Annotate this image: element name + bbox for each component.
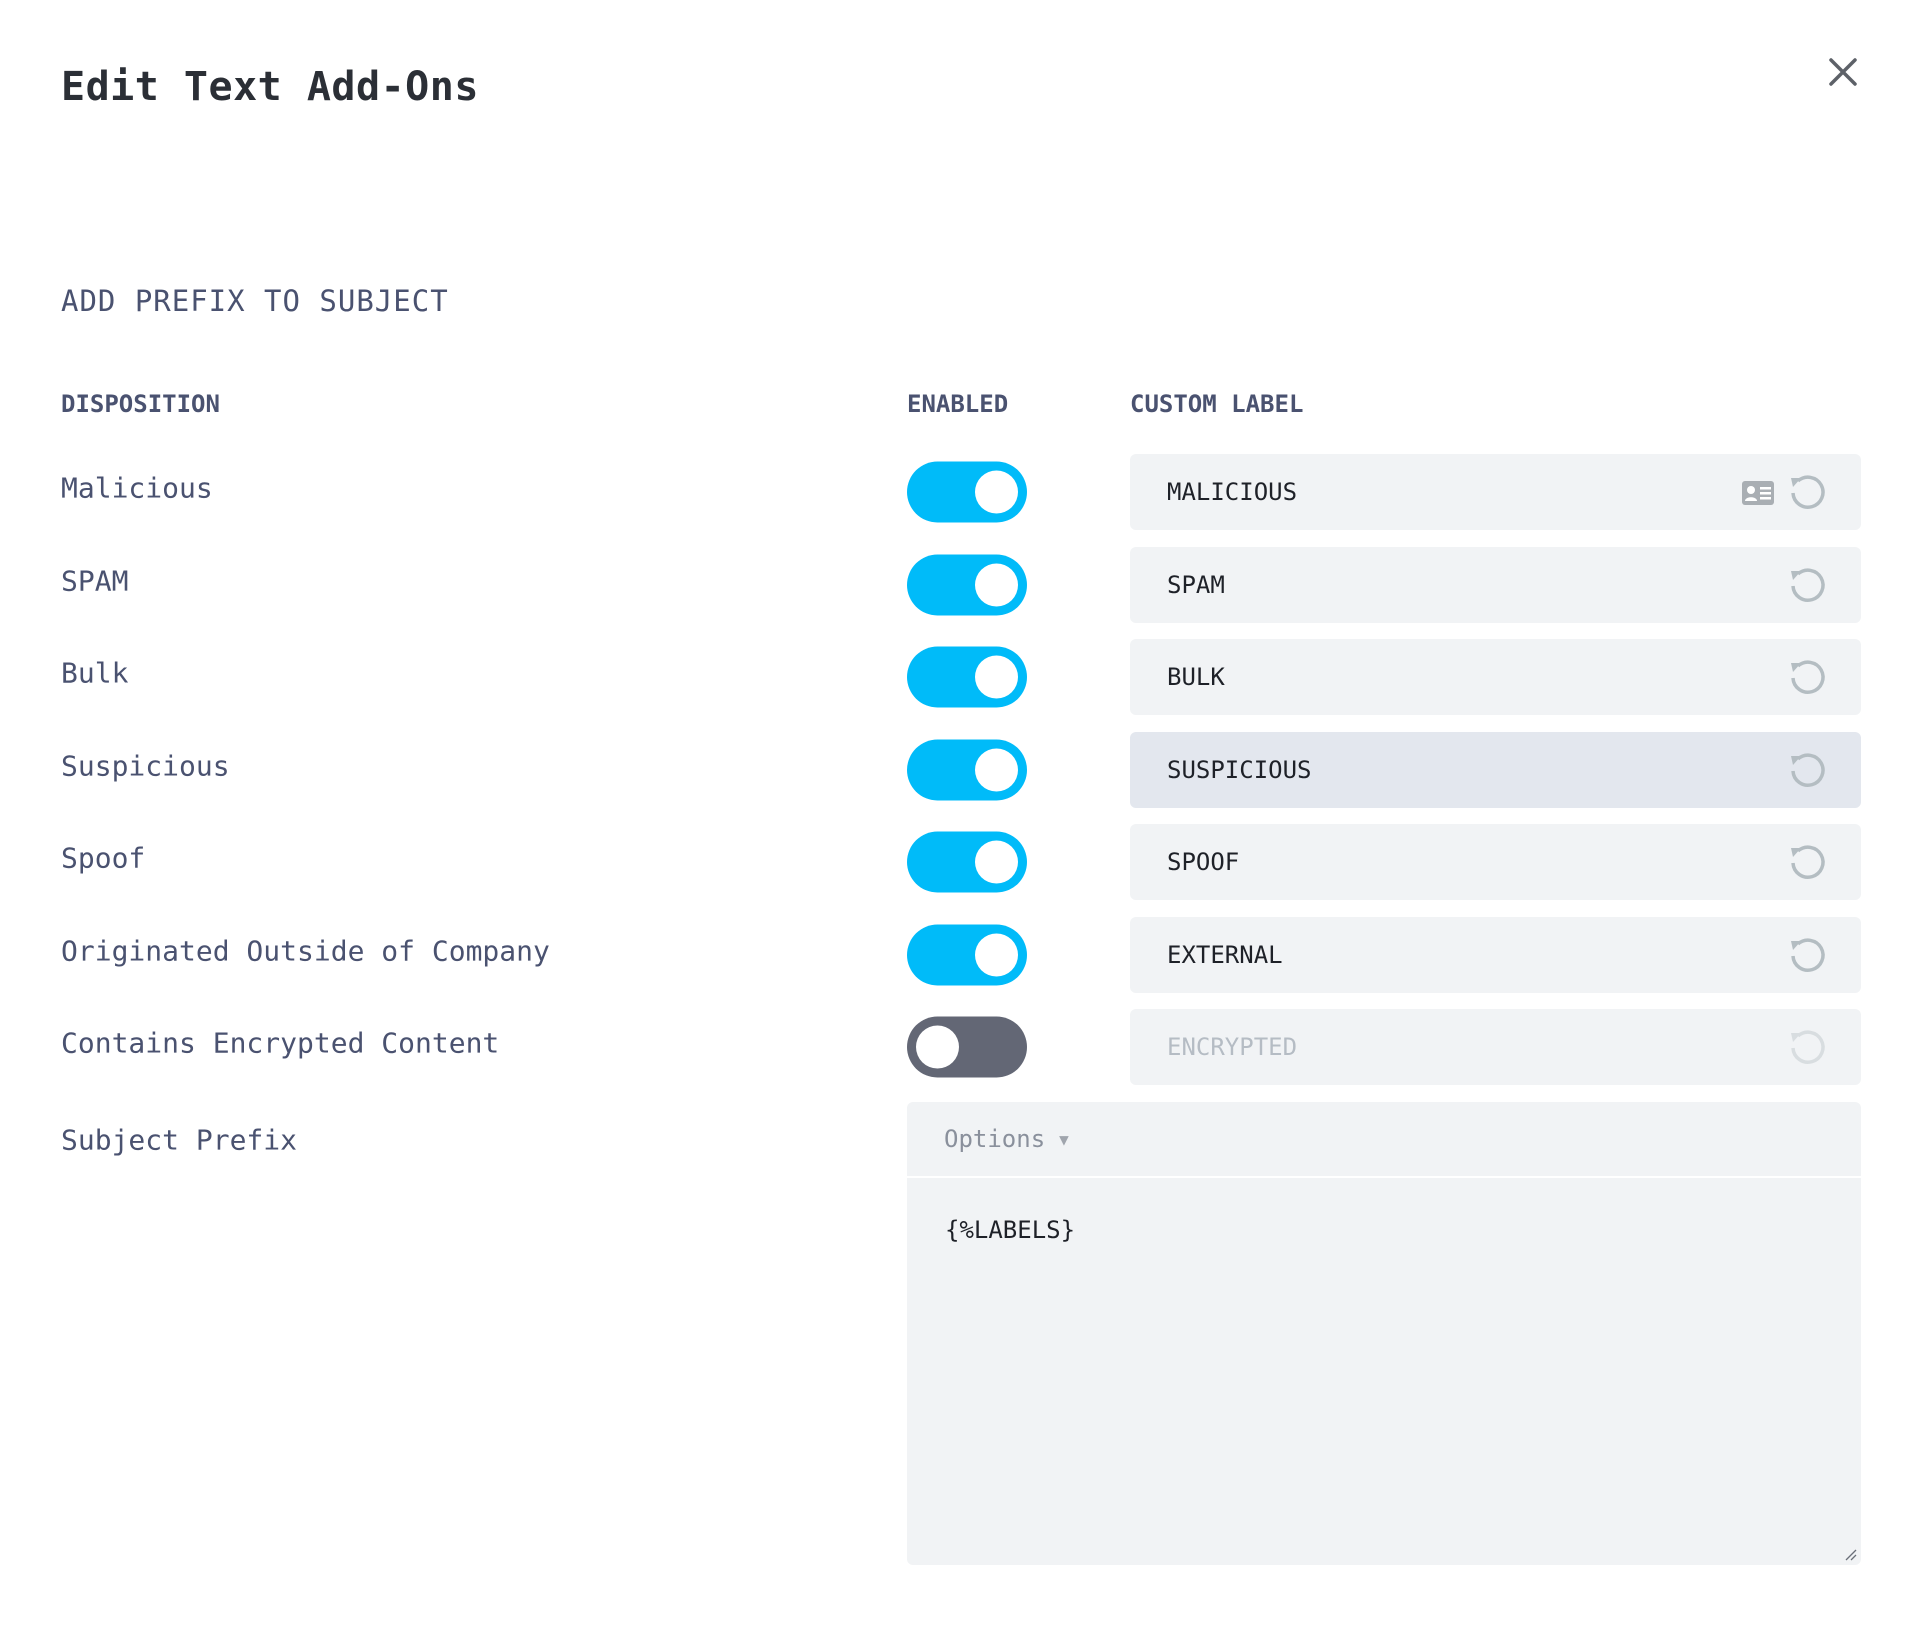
caret-down-icon: ▼ bbox=[1059, 1129, 1069, 1149]
custom-label-field: ENCRYPTED bbox=[1130, 1009, 1861, 1085]
enabled-toggle[interactable] bbox=[907, 924, 1027, 986]
custom-label-field: SPOOF bbox=[1130, 824, 1861, 900]
resize-handle-icon[interactable] bbox=[1843, 1547, 1857, 1561]
custom-label-field: SPAM bbox=[1130, 547, 1861, 623]
options-label: Options bbox=[944, 1125, 1046, 1153]
subject-prefix-editor: Options ▼ {%LABELS} bbox=[907, 1102, 1861, 1565]
options-dropdown[interactable]: Options ▼ bbox=[907, 1102, 1861, 1178]
reset-icon[interactable] bbox=[1787, 1027, 1827, 1067]
disposition-label: Contains Encrypted Content bbox=[61, 1026, 500, 1060]
enabled-toggle[interactable] bbox=[907, 831, 1027, 893]
toggle-knob bbox=[975, 563, 1018, 607]
enabled-toggle[interactable] bbox=[907, 1016, 1027, 1078]
close-icon[interactable] bbox=[1823, 52, 1863, 92]
reset-icon[interactable] bbox=[1787, 750, 1827, 790]
custom-label-field: SUSPICIOUS bbox=[1130, 732, 1861, 808]
disposition-label: Suspicious bbox=[61, 749, 230, 783]
toggle-knob bbox=[975, 470, 1018, 514]
custom-label-input[interactable]: EXTERNAL bbox=[1167, 941, 1283, 969]
toggle-knob bbox=[975, 933, 1018, 977]
toggle-knob bbox=[916, 1025, 959, 1069]
custom-label-input[interactable]: BULK bbox=[1167, 663, 1225, 691]
enabled-toggle[interactable] bbox=[907, 646, 1027, 708]
disposition-label: SPAM bbox=[61, 564, 129, 598]
custom-label-field: MALICIOUS bbox=[1130, 454, 1861, 530]
column-header-enabled: ENABLED bbox=[907, 390, 1009, 418]
custom-label-input[interactable]: SPAM bbox=[1167, 571, 1225, 599]
reset-icon[interactable] bbox=[1787, 472, 1827, 512]
disposition-label: Malicious bbox=[61, 471, 213, 505]
custom-label-input[interactable]: SUSPICIOUS bbox=[1167, 756, 1312, 784]
custom-label-input[interactable]: SPOOF bbox=[1167, 848, 1240, 876]
custom-label-input[interactable]: ENCRYPTED bbox=[1167, 1033, 1298, 1061]
enabled-toggle[interactable] bbox=[907, 461, 1027, 523]
custom-label-field: BULK bbox=[1130, 639, 1861, 715]
reset-icon[interactable] bbox=[1787, 935, 1827, 975]
reset-icon[interactable] bbox=[1787, 565, 1827, 605]
toggle-knob bbox=[975, 655, 1018, 699]
custom-label-input[interactable]: MALICIOUS bbox=[1167, 478, 1298, 506]
toggle-knob bbox=[975, 840, 1018, 884]
disposition-label: Originated Outside of Company bbox=[61, 934, 550, 968]
dialog-title: Edit Text Add-Ons bbox=[61, 64, 479, 110]
reset-icon[interactable] bbox=[1787, 842, 1827, 882]
disposition-label: Spoof bbox=[61, 841, 146, 875]
column-header-custom-label: CUSTOM LABEL bbox=[1130, 390, 1304, 418]
disposition-label: Bulk bbox=[61, 656, 129, 690]
contact-card-icon[interactable] bbox=[1741, 479, 1775, 507]
enabled-toggle[interactable] bbox=[907, 554, 1027, 616]
section-title: ADD PREFIX TO SUBJECT bbox=[61, 284, 449, 318]
toggle-knob bbox=[975, 748, 1018, 792]
column-header-disposition: DISPOSITION bbox=[61, 390, 220, 418]
enabled-toggle[interactable] bbox=[907, 739, 1027, 801]
subject-prefix-label: Subject Prefix bbox=[61, 1123, 298, 1157]
custom-label-field: EXTERNAL bbox=[1130, 917, 1861, 993]
subject-prefix-textarea[interactable]: {%LABELS} bbox=[945, 1216, 1076, 1244]
reset-icon[interactable] bbox=[1787, 657, 1827, 697]
